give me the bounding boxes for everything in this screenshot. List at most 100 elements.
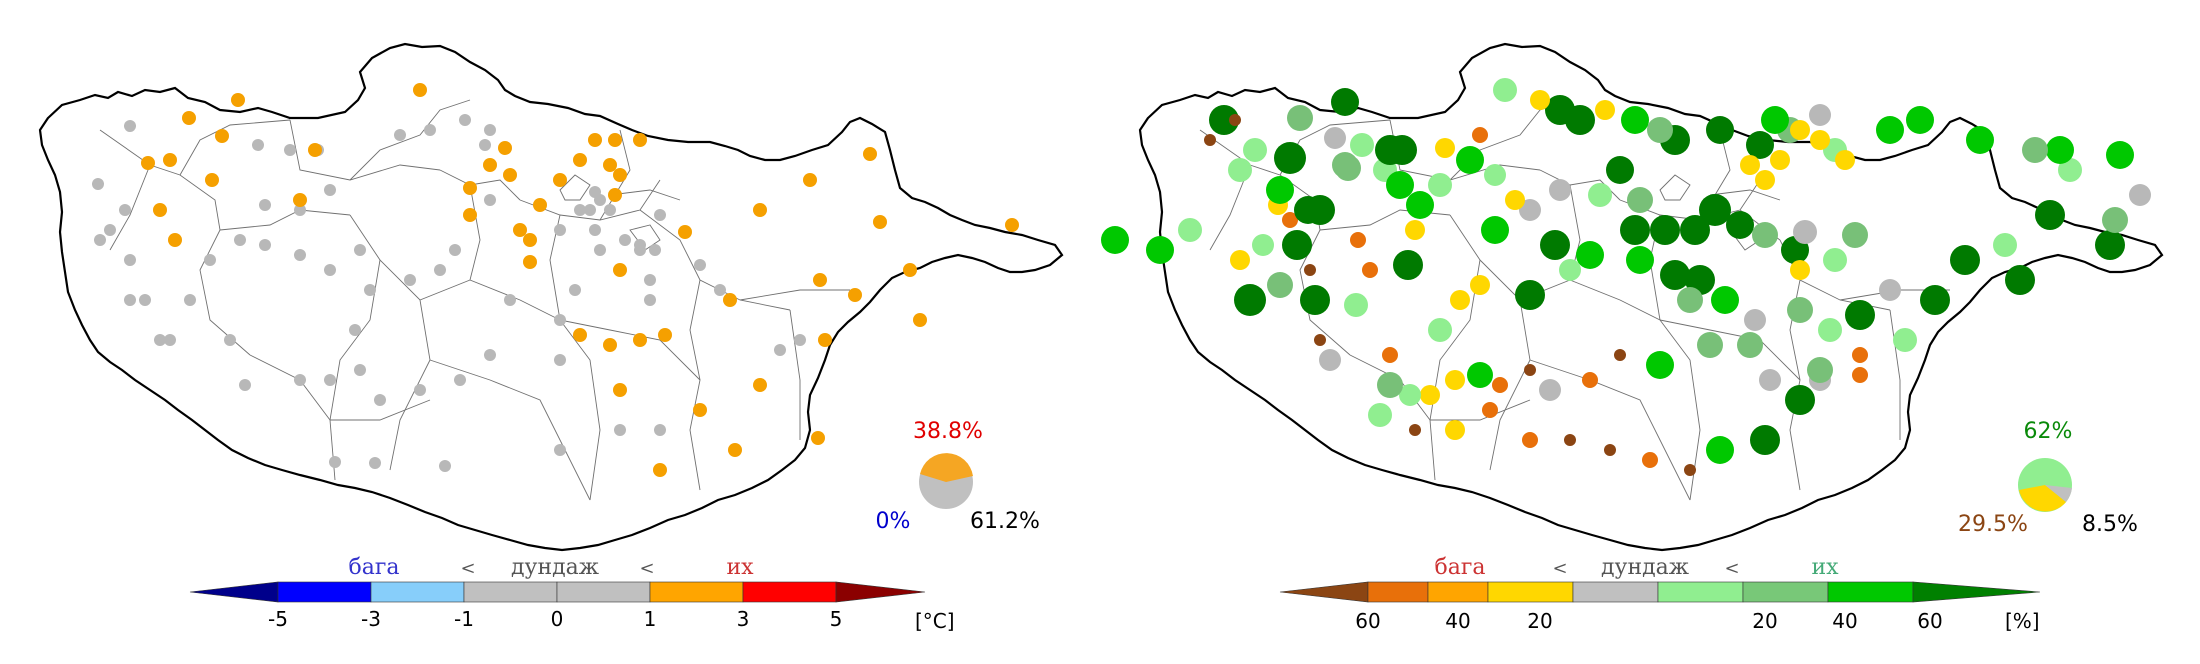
station-above-normal [533,198,547,212]
station-normal [284,144,296,156]
station-marker [1472,127,1488,143]
station-above-normal [608,133,622,147]
station-marker [1332,152,1358,178]
pie-normal-label: 8.5% [2082,512,2138,537]
station-above-normal [293,193,307,207]
station-marker [1642,452,1658,468]
legend-tick: 40 [1445,609,1470,633]
station-normal [124,254,136,266]
pie-low-label: 0% [876,509,911,534]
station-normal [239,379,251,391]
station-above-normal [308,143,322,157]
legend-color-above-max [835,581,926,603]
station-above-normal [633,333,647,347]
station-normal [294,249,306,261]
station-above-normal [873,215,887,229]
station-marker [1677,287,1703,313]
station-marker [1386,171,1414,199]
station-marker [1893,328,1917,352]
station-marker [2129,184,2151,206]
station-marker [1835,150,1855,170]
legend-tick: 1 [644,607,657,631]
station-above-normal [613,383,627,397]
station-marker [1209,105,1239,135]
legend-tick: 60 [1355,609,1380,633]
station-marker [1810,130,1830,150]
station-above-normal [913,313,927,327]
legend-low-word: бага [348,555,399,580]
station-marker [1505,190,1525,210]
station-marker [1660,260,1690,290]
station-marker [1393,250,1423,280]
legend-tick: 0 [551,607,564,631]
station-marker [1737,332,1763,358]
station-above-normal [588,133,602,147]
station-marker [1807,357,1833,383]
station-marker [1876,116,1904,144]
station-normal [554,354,566,366]
station-marker [1467,362,1493,388]
station-marker [1726,211,1754,239]
station-points [92,83,1019,477]
station-normal [374,394,386,406]
station-marker [1282,212,1298,228]
station-marker [1626,246,1654,274]
station-above-normal [693,403,707,417]
station-normal [454,374,466,386]
station-above-normal [818,333,832,347]
station-normal [644,274,656,286]
station-above-normal [613,168,627,182]
station-normal [594,244,606,256]
legend-color-5 [649,581,744,603]
legend-tick: -5 [268,607,288,631]
legend-sep-2: < [639,558,654,579]
station-marker [1785,385,1815,415]
pie-normal-label: 61.2% [970,509,1040,534]
station-normal [554,224,566,236]
station-normal [139,294,151,306]
station-normal [554,444,566,456]
legend-color-4 [556,581,651,603]
station-normal [484,349,496,361]
station-marker [1450,290,1470,310]
station-above-normal [678,225,692,239]
station-marker [1445,370,1465,390]
temperature-pie-chart: 38.8% 0% 61.2% [876,419,1040,534]
pie-low-slice [2019,485,2066,512]
station-normal [119,204,131,216]
legend-tick: 60 [1917,609,1942,633]
station-marker [1750,425,1780,455]
pie-normal-slice [2045,485,2072,502]
station-marker [1515,280,1545,310]
station-marker [1331,88,1359,116]
station-normal [589,224,601,236]
station-marker [1524,364,1536,376]
station-marker [1711,286,1739,314]
station-marker [1706,116,1734,144]
station-normal [184,294,196,306]
station-normal [484,124,496,136]
legend-unit: [%] [2005,609,2040,633]
station-marker [1287,105,1313,131]
station-marker [1621,106,1649,134]
legend-tick: 5 [830,607,843,631]
station-normal [584,204,596,216]
station-normal [604,204,616,216]
pie-high-label: 38.8% [913,419,983,444]
station-marker [1228,158,1252,182]
station-marker [1252,234,1274,256]
station-marker [1350,133,1374,157]
station-normal [124,120,136,132]
station-normal [554,314,566,326]
station-marker [2022,137,2048,163]
station-above-normal [163,153,177,167]
station-normal [649,244,661,256]
station-marker [2005,265,2035,295]
station-normal [104,224,116,236]
station-normal [124,294,136,306]
station-marker [1178,218,1202,242]
legend-sep-2: < [1724,558,1739,579]
station-marker [1604,444,1616,456]
legend-color-4 [1572,581,1659,603]
